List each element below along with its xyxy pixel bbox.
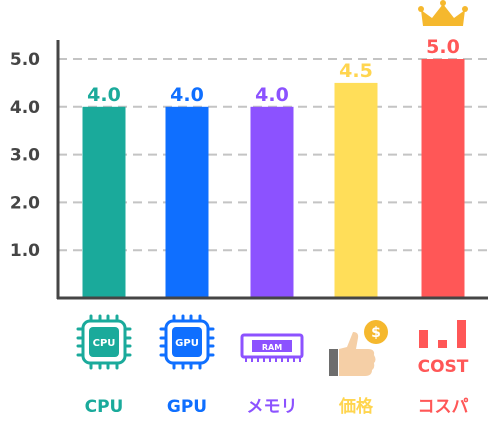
bar [421, 59, 465, 298]
bar [82, 106, 126, 298]
bar [334, 82, 378, 299]
y-tick-label: 4.0 [10, 98, 40, 118]
bar-value-label: 4.0 [87, 84, 121, 106]
bar [165, 106, 209, 298]
bar-value-label: 4.5 [339, 60, 373, 82]
y-axis-ticks: 1.0 2.0 3.0 4.0 5.0 [10, 50, 40, 261]
x-category-label: 価格 [338, 396, 374, 417]
gpu-icon-text: GPU [175, 338, 199, 349]
cost-icon-text: COST [418, 357, 469, 377]
bar [250, 106, 294, 298]
x-category-label: CPU [85, 397, 124, 417]
y-tick-label: 2.0 [10, 193, 40, 213]
bar-value-label: 4.0 [255, 84, 289, 106]
crown-icon [418, 0, 468, 26]
bars [82, 59, 465, 299]
bar-value-label: 5.0 [426, 36, 460, 58]
y-tick-label: 1.0 [10, 241, 40, 261]
y-tick-label: 5.0 [10, 50, 40, 70]
ram-module-icon: RAM [240, 333, 304, 362]
value-labels: 4.0 4.0 4.0 4.5 5.0 [87, 36, 460, 106]
gpu-chip-icon: GPU [159, 314, 215, 370]
coin-dollar-text: $ [371, 325, 381, 341]
ram-icon-text: RAM [262, 343, 282, 352]
price-thumbs-up-icon: $ [329, 320, 388, 376]
category-labels: CPU GPU メモリ 価格 コスパ [85, 396, 469, 417]
bar-value-label: 4.0 [170, 84, 204, 106]
x-category-label: コスパ [418, 397, 469, 417]
cpu-icon-text: CPU [93, 338, 116, 349]
cpu-chip-icon: CPU [76, 314, 132, 370]
y-tick-label: 3.0 [10, 146, 40, 166]
x-category-label: メモリ [247, 397, 298, 417]
cost-bars-icon: COST [418, 320, 469, 377]
x-category-label: GPU [167, 397, 207, 417]
